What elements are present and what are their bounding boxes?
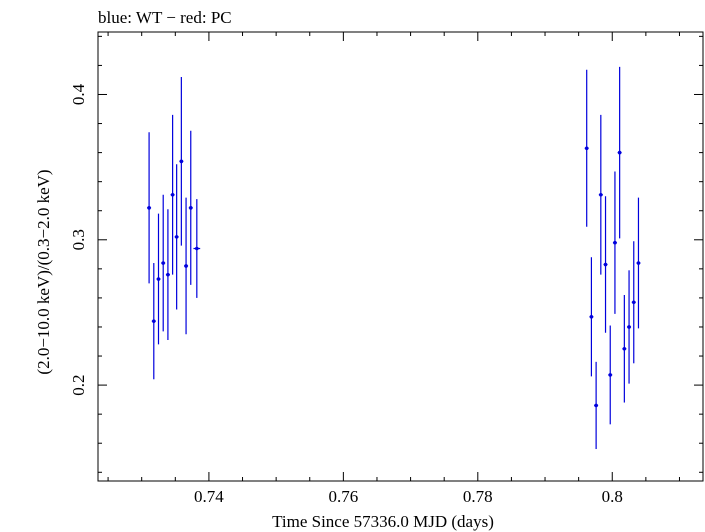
point-marker <box>179 159 184 164</box>
x-axis: 0.74 0.76 0.78 0.8 <box>107 32 680 506</box>
data-point <box>584 69 589 227</box>
data-point <box>631 241 636 364</box>
data-point <box>589 257 594 377</box>
point-marker <box>589 315 594 319</box>
data-point <box>188 130 193 285</box>
data-point <box>627 270 632 384</box>
data-point <box>193 199 201 298</box>
chart-title: blue: WT − red: PC <box>98 8 232 27</box>
data-point <box>147 132 152 284</box>
data-point <box>603 196 608 333</box>
data-point <box>608 325 613 425</box>
point-marker <box>603 262 608 267</box>
data-point <box>179 77 184 246</box>
data-point <box>170 114 175 275</box>
x-tick-label: 0.76 <box>328 487 358 506</box>
plot-frame <box>97 31 704 482</box>
point-marker <box>195 246 199 251</box>
y-tick-label: 0.4 <box>69 83 88 105</box>
data-point <box>612 171 617 314</box>
data-point <box>156 213 161 345</box>
data-point <box>174 164 179 310</box>
point-marker <box>147 206 151 210</box>
data-point <box>151 263 156 380</box>
y-axis-label: (2.0−10.0 keV)/(0.3−2.0 keV) <box>34 169 53 374</box>
data-point <box>617 66 622 239</box>
point-marker <box>166 272 170 277</box>
y-tick-label: 0.2 <box>69 374 88 395</box>
point-marker <box>599 192 603 197</box>
point-marker <box>188 206 193 210</box>
point-marker <box>627 325 631 329</box>
point-marker <box>631 300 636 305</box>
point-marker <box>156 277 161 281</box>
data-point <box>636 197 641 329</box>
point-marker <box>151 319 156 323</box>
point-marker <box>617 150 622 155</box>
x-tick-label: 0.8 <box>602 487 623 506</box>
point-marker <box>184 264 188 268</box>
point-marker <box>594 403 598 408</box>
point-marker <box>608 373 613 377</box>
y-tick-label: 0.3 <box>69 229 88 250</box>
x-axis-label: Time Since 57336.0 MJD (days) <box>272 512 494 531</box>
data-point <box>165 209 170 341</box>
point-marker <box>622 346 627 351</box>
data-point <box>598 114 603 275</box>
point-marker <box>584 146 589 151</box>
data-point <box>594 361 599 450</box>
data-point <box>161 194 166 332</box>
point-marker <box>174 235 179 239</box>
point-marker <box>613 240 617 245</box>
point-marker <box>161 261 166 265</box>
y-axis: 0.2 0.3 0.4 <box>69 35 703 473</box>
data-point <box>184 197 189 335</box>
x-tick-label: 0.78 <box>463 487 493 506</box>
x-tick-label: 0.74 <box>194 487 224 506</box>
point-marker <box>170 192 175 197</box>
point-marker <box>636 261 641 265</box>
data-point <box>622 295 627 403</box>
data-points <box>147 66 641 450</box>
